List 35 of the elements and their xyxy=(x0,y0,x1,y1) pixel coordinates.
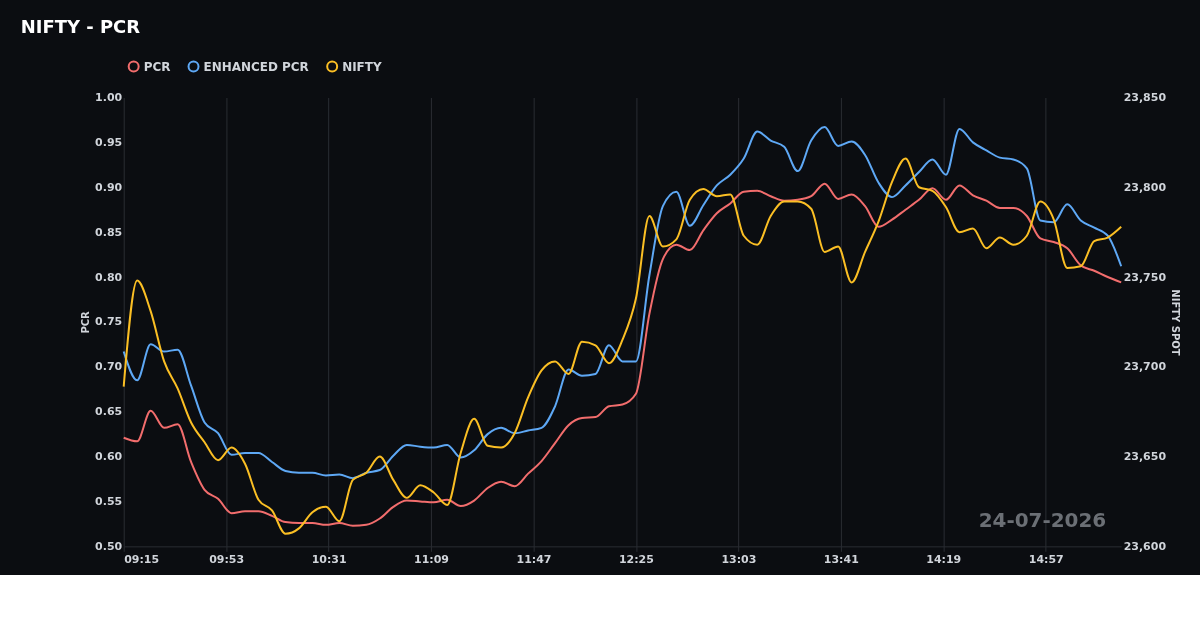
x-tick-label: 14:19 xyxy=(926,552,962,566)
y-tick-label: 0.55 xyxy=(95,494,123,508)
y2-tick-label: 23,750 xyxy=(1123,270,1167,284)
legend-label: PCR xyxy=(143,59,171,74)
y-tick-label: 0.65 xyxy=(95,405,123,419)
x-tick-label: 10:31 xyxy=(311,552,347,566)
chart-title: NIFTY - PCR xyxy=(20,15,141,37)
y-tick-label: 0.85 xyxy=(95,225,123,239)
y-tick-label: 0.75 xyxy=(95,315,123,329)
y2-tick-label: 23,650 xyxy=(1123,450,1167,464)
x-tick-label: 11:47 xyxy=(516,552,552,566)
y-tick-label: 0.95 xyxy=(95,135,123,149)
y-tick-label: 1.00 xyxy=(95,90,123,104)
x-tick-label: 09:53 xyxy=(209,552,245,566)
y-tick-label: 0.50 xyxy=(95,539,123,553)
y2-tick-label: 23,700 xyxy=(1123,360,1167,374)
y2-tick-label: 23,800 xyxy=(1123,180,1167,194)
x-tick-label: 14:57 xyxy=(1028,552,1064,566)
y-tick-label: 0.80 xyxy=(95,270,123,284)
x-tick-label: 09:15 xyxy=(124,552,160,566)
x-tick-label: 11:09 xyxy=(414,552,449,566)
legend-label: ENHANCED PCR xyxy=(203,59,309,74)
y2-tick-label: 23,600 xyxy=(1123,539,1167,553)
y-tick-label: 0.60 xyxy=(95,450,123,464)
annotation: 24-07-2026 xyxy=(978,508,1107,533)
x-tick-label: 13:03 xyxy=(721,552,757,566)
line-series xyxy=(122,126,1123,480)
y2-tick-label: 23,850 xyxy=(1123,90,1167,104)
y2-axis-title: NIFTY SPOT xyxy=(1170,289,1182,356)
y-tick-label: 0.90 xyxy=(95,180,123,194)
y-tick-label: 0.70 xyxy=(95,360,123,374)
x-tick-label: 13:41 xyxy=(823,552,859,566)
y-axis-title: PCR xyxy=(80,310,92,334)
legend-label: NIFTY xyxy=(342,59,382,74)
x-tick-label: 12:25 xyxy=(618,552,654,566)
